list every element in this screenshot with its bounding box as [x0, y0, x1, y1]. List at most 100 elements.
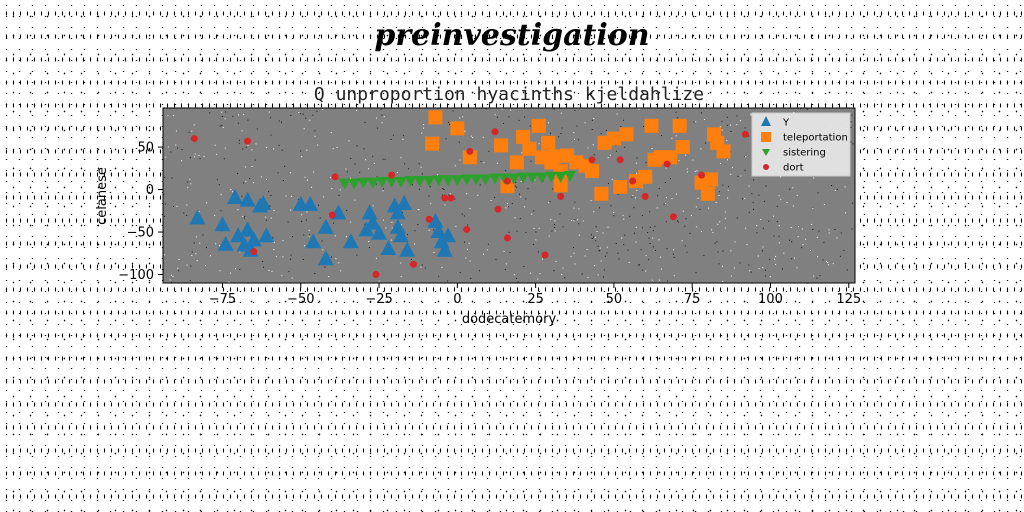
point [255, 194, 272, 210]
x-axis: −75 −50 −25 0 25 50 75 100 125 [209, 283, 861, 307]
point [372, 271, 380, 279]
x-tick-label: −75 [209, 292, 236, 307]
point [466, 147, 474, 155]
legend-marker [762, 149, 770, 156]
point [214, 216, 231, 232]
legend-label: dort [783, 163, 804, 174]
point [470, 174, 483, 186]
legend-label: sistering [783, 148, 826, 159]
point [364, 214, 381, 230]
point [491, 128, 499, 136]
point [413, 176, 426, 188]
point [644, 118, 659, 133]
legend-entry: dort [763, 163, 804, 174]
point [641, 192, 649, 200]
point [494, 138, 509, 153]
x-tick-label: 50 [606, 292, 623, 307]
point [371, 224, 388, 240]
point [613, 180, 628, 195]
point [619, 127, 634, 142]
point [404, 176, 417, 188]
point [488, 173, 501, 185]
point [342, 233, 359, 249]
point [516, 129, 531, 144]
point [541, 135, 556, 150]
point [423, 176, 436, 188]
point [672, 118, 687, 133]
point [494, 205, 502, 213]
point [245, 231, 262, 247]
x-tick-label: −25 [365, 292, 392, 307]
point [427, 212, 444, 228]
point [366, 177, 379, 189]
point [663, 160, 671, 168]
point [703, 172, 718, 187]
point [700, 186, 715, 201]
point [606, 131, 621, 146]
legend-marker [763, 164, 769, 170]
point [716, 144, 731, 159]
point [190, 135, 198, 143]
legend-entry: sistering [762, 148, 826, 159]
point [463, 225, 471, 233]
point [389, 204, 406, 220]
point [460, 174, 473, 186]
y-axis: 50 0 −50 −100 [118, 141, 163, 283]
point [317, 250, 334, 266]
point [741, 130, 749, 138]
point [244, 137, 252, 145]
point [698, 171, 706, 179]
x-tick-label: −50 [287, 292, 314, 307]
point [669, 213, 677, 221]
point [517, 172, 530, 184]
point [227, 189, 244, 205]
legend-marker [761, 116, 771, 126]
point [305, 233, 322, 249]
x-tick-label: 75 [684, 292, 701, 307]
point [239, 191, 256, 207]
point [594, 186, 609, 201]
legend-label: Y [782, 118, 790, 129]
point [526, 172, 539, 184]
y-tick-label: −50 [127, 226, 154, 241]
point [396, 194, 413, 210]
point [217, 235, 234, 251]
data-marks [189, 110, 749, 279]
point [302, 195, 319, 211]
point [557, 192, 565, 200]
point [535, 172, 548, 184]
point [554, 171, 567, 183]
point [399, 241, 416, 257]
point [531, 118, 546, 133]
point [239, 221, 256, 237]
point [498, 173, 511, 185]
plot-noise [163, 108, 854, 284]
point [547, 149, 562, 164]
point [361, 204, 378, 220]
point [450, 121, 465, 136]
legend-marker [761, 132, 771, 142]
x-tick-label: 100 [758, 292, 783, 307]
point [250, 248, 258, 256]
point [394, 176, 407, 188]
x-tick-label: 25 [527, 292, 544, 307]
point [441, 175, 454, 187]
y-tick-label: 50 [137, 141, 154, 156]
point [541, 251, 549, 259]
point [380, 240, 397, 256]
point [388, 171, 396, 179]
point [553, 178, 568, 193]
point [409, 260, 417, 268]
x-tick-label: 0 [453, 292, 461, 307]
point [503, 177, 511, 185]
point [507, 173, 520, 185]
point [503, 234, 511, 242]
legend-entry: teleportation [761, 132, 848, 144]
point [451, 175, 464, 187]
point [432, 175, 445, 187]
point [447, 194, 455, 202]
point [588, 156, 596, 164]
figure-suptitle: preinvestigation [374, 18, 650, 53]
